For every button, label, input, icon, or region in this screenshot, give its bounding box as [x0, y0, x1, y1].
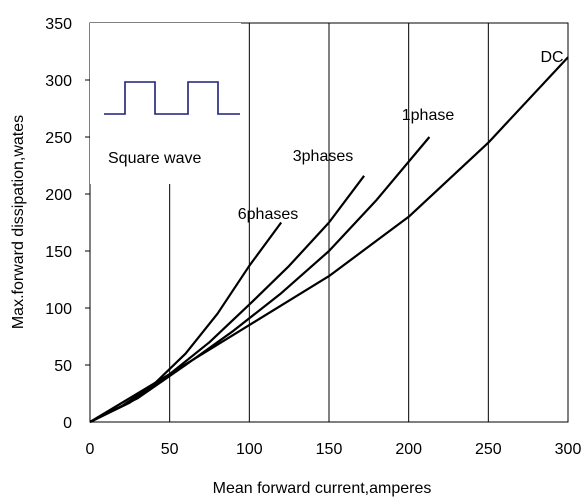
- series-label-1phase: 1phase: [402, 107, 455, 124]
- series-line-dc: [89, 56, 569, 423]
- x-tick-label: 200: [395, 441, 422, 458]
- x-tick-label: 300: [555, 441, 582, 458]
- series-labels: 6phases 3phases 1phase DC: [238, 49, 564, 223]
- inset-box: [90, 23, 241, 184]
- x-axis-ticks: 0 50 100 150 200 250 300: [86, 441, 582, 458]
- y-axis-title: Max.forward dissipation,wates: [10, 115, 27, 329]
- series-label-6phases: 6phases: [238, 206, 299, 223]
- y-tick-label: 250: [45, 130, 72, 147]
- y-tick-label: 50: [54, 358, 72, 375]
- y-tick-label: 100: [45, 301, 72, 318]
- series-lines: [89, 56, 569, 423]
- y-tick-label: 350: [45, 16, 72, 33]
- x-tick-label: 150: [316, 441, 343, 458]
- x-tick-label: 250: [475, 441, 502, 458]
- square-wave-icon: [104, 81, 240, 115]
- y-tick-label: 300: [45, 73, 72, 90]
- series-line-1phase: [89, 136, 431, 423]
- inset-label: Square wave: [108, 150, 201, 167]
- series-label-3phases: 3phases: [293, 148, 354, 165]
- x-tick-label: 0: [86, 441, 95, 458]
- y-tick-label: 0: [63, 415, 72, 432]
- x-axis-title: Mean forward current,amperes: [213, 480, 432, 497]
- y-axis-ticks: 0 50 100 150 200 250 300 350: [45, 16, 90, 432]
- y-tick-label: 200: [45, 187, 72, 204]
- x-tick-label: 50: [161, 441, 179, 458]
- series-label-dc: DC: [540, 49, 563, 66]
- y-tick-label: 150: [45, 244, 72, 261]
- x-tick-label: 100: [236, 441, 263, 458]
